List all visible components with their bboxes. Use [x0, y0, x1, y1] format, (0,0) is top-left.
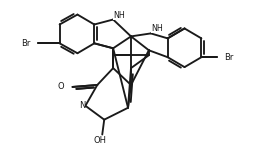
Text: O: O — [58, 82, 64, 91]
Text: Br: Br — [21, 39, 31, 48]
Text: Br: Br — [224, 53, 234, 62]
Text: NH: NH — [151, 24, 163, 33]
Text: OH: OH — [94, 136, 107, 145]
Text: N: N — [79, 101, 85, 110]
Text: NH: NH — [113, 10, 125, 19]
